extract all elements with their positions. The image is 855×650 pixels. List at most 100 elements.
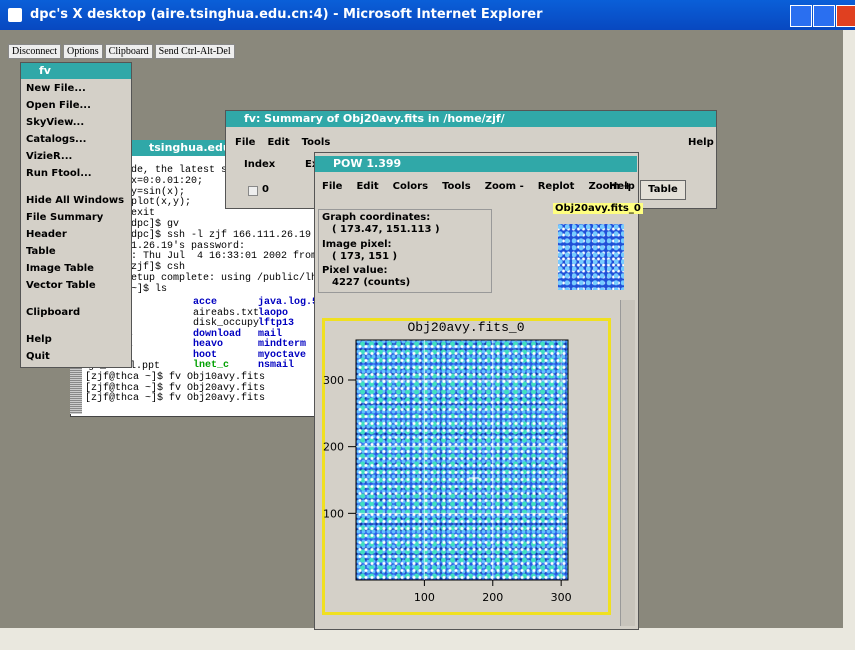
menu-item[interactable]: File [322,181,343,192]
menu-item[interactable]: Zoom - [484,181,524,192]
minimize[interactable] [790,5,812,27]
terminal-line: dpc]$ ssh -l zjf 166.111.26.19 [131,229,312,241]
ls-column: java.log.537 laopo lftp13 mail mindterm myoct… [258,297,331,372]
ls-entry: myoctave [258,349,307,361]
terminal-line: exit [131,208,156,220]
pow-scrollbar[interactable] [620,300,635,626]
toolbar-button[interactable]: Options [63,44,103,59]
close[interactable] [836,5,855,27]
ls-entry: download [193,328,242,340]
v-scrollbar[interactable] [843,30,855,628]
label: Image pixel: [322,239,392,250]
ie-icon [8,8,22,22]
table-button[interactable]: Table [640,180,686,200]
menu-item[interactable]: SkyView... [26,117,85,128]
toolbar-button[interactable]: Disconnect [8,44,61,59]
plot-title: Obj20avy.fits_0 [407,320,524,335]
menu-item[interactable]: Clipboard [26,307,81,318]
ls-entry: java.log.537 [258,297,331,308]
pow-menu: File Edit Colors Tools Zoom - Replot Zoom + [322,181,632,192]
ls-entry: mail [258,328,283,340]
summary-title: fv: Summary of Obj20avy.fits in /home/zj… [226,111,716,127]
ls-entry: mindterm [258,339,307,350]
y-tick-label: 100 [323,507,344,520]
plot-area [355,339,569,581]
x-tick-label: 300 [551,591,572,604]
label: Graph coordinates: [322,212,431,223]
terminal-edge [70,364,82,414]
menu-item[interactable]: Hide All Windows [26,195,125,206]
menu-item[interactable]: Catalogs... [26,134,87,145]
prompt-line: [zjf@thca ~]$ fv Obj20avy.fits [85,393,266,404]
prompt-line: [zjf@thca ~]$ fv Obj20avy.fits [85,382,266,394]
y-tick-label: 300 [323,374,344,387]
menu-item[interactable]: New File... [26,83,86,94]
terminal-line: dpc]$ gv [131,218,180,230]
toolbar-button[interactable]: Clipboard [104,44,153,59]
label: Pixel value: [322,265,388,276]
info-panel [318,209,492,293]
crosshair [469,473,479,483]
pow-title: POW 1.399 [315,156,637,172]
menu-item[interactable]: Replot [537,181,575,192]
terminal-line: zjf]$ csh [131,262,186,274]
terminal-line: y=sin(x); [131,186,186,198]
ls-entry: nsmail [258,360,295,371]
terminal-line: etup complete: using /public/lheasoft/ [131,272,360,284]
menu-item[interactable]: Edit [356,181,379,192]
terminal-line: x=0:0.01:20; [131,175,204,187]
menu-item[interactable]: Colors [392,181,429,192]
menu-item[interactable]: Tools [442,181,471,192]
menu-item[interactable]: File Summary [26,212,104,223]
menu-item[interactable]: Table [26,246,56,257]
toolbar: Disconnect Options Clipboard Send Ctrl-Alt-… [8,44,235,59]
ls-entry: acce [193,297,218,308]
menu-item[interactable]: Vector Table [26,280,96,291]
column-header: Index [244,159,276,170]
menu-item[interactable]: Help [609,181,635,192]
window-title: dpc's X desktop (aire.tsinghua.edu.cn:4)… [30,7,543,22]
menu-item[interactable]: Quit [26,351,50,362]
menu-item[interactable]: File [235,137,256,148]
menu-item[interactable]: Tools [301,137,331,148]
menu-item[interactable]: Zoom + [588,181,632,192]
graph-name: Obj20avy.fits_0 [553,203,643,214]
toolbar-button[interactable]: Send Ctrl-Alt-Del [154,44,235,59]
thumbnail [558,224,624,290]
maximize[interactable] [813,5,835,27]
terminal-line: ~]$ ls [131,283,168,295]
title-bar [0,0,855,30]
menu-item[interactable]: Edit [267,137,290,148]
menu-item[interactable]: Help [26,334,52,345]
summary-menu: File Edit Tools [235,137,330,148]
prompt-lines: [zjf@thca ~]$ fv Obj10avy.fits [zjf@thca … [85,372,266,405]
terminal-line: plot(x,y); [131,197,192,209]
value: ( 173, 151 ) [332,251,398,262]
ls-entry: lftp13 [258,318,295,329]
ls-entry: heavo [193,339,224,350]
terminal-line: 1.26.19's password: [131,240,246,252]
fv-menu [20,62,132,368]
prompt-line: [zjf@thca ~]$ fv Obj10avy.fits [85,372,266,383]
ls-entry: aireabs.txt [193,307,260,319]
y-tick-label: 200 [323,441,344,454]
menu-item[interactable]: Header [26,229,67,240]
fv-items: New File... Open File... SkyView... Catalog… [26,80,126,365]
ls-entry: hoot [193,349,218,361]
x-tick-label: 100 [414,591,435,604]
menu-item[interactable]: Image Table [26,263,94,274]
column-header: Ex [305,159,319,170]
row-index: 0 [262,184,269,195]
ls-column: acce aireabs.txt disk_occupy download heavo h… [193,297,260,372]
menu-item[interactable]: Open File... [26,100,91,111]
checkbox[interactable] [248,186,258,196]
ls-entry: disk_occupy [193,318,260,329]
menu-item[interactable]: Help [688,137,714,148]
menu-item[interactable]: Run Ftool... [26,168,92,179]
fv-title: fv [21,63,131,79]
menu-item[interactable]: VizieR... [26,151,73,162]
h-scrollbar[interactable] [0,628,855,650]
value: 4227 (counts) [332,277,411,288]
